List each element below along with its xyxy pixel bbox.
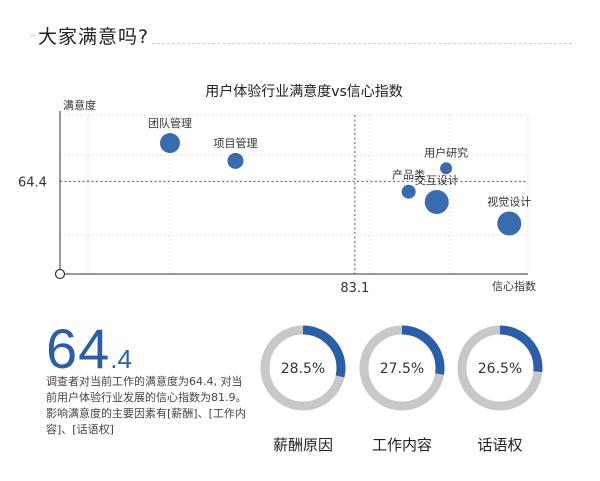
donut-chart-voice: 26.5% — [457, 325, 543, 411]
donut-value: 27.5% — [380, 361, 424, 377]
donut-chart-work-content: 27.5% — [359, 325, 445, 411]
data-point — [159, 133, 180, 154]
data-point-label: 视觉设计 — [487, 194, 531, 208]
donut-arc — [359, 325, 445, 411]
data-point — [440, 162, 453, 175]
donut-label-work-content: 工作内容 — [371, 436, 432, 454]
donut-value: 28.5% — [281, 361, 325, 377]
score-decimal: .4 — [110, 344, 132, 374]
donut-label-salary: 薪酬原因 — [272, 436, 333, 454]
donut-arc — [457, 325, 543, 411]
title-divider-left — [30, 35, 36, 36]
page-title: 大家满意吗? — [38, 26, 150, 48]
score-integer: 64 — [46, 317, 111, 380]
data-point — [497, 211, 522, 236]
title-divider-right — [152, 43, 572, 44]
data-point — [424, 189, 449, 214]
axis-origin — [54, 268, 66, 280]
summary-text: 调查者对当前工作的满意度为64.4, 对当前用户体验行业发展的信心指数为81.9… — [46, 375, 247, 436]
data-point-label: 团队管理 — [148, 116, 192, 130]
donut-arc — [260, 325, 346, 411]
satisfaction-score: 64.4 — [46, 316, 132, 381]
data-point — [401, 184, 416, 199]
data-point-label: 交互设计 — [415, 173, 459, 187]
data-point-label: 产品类 — [392, 168, 425, 182]
data-point-label: 用户研究 — [424, 145, 468, 159]
y-reference-label: 64.4 — [18, 175, 47, 190]
x-axis-label: 信心指数 — [492, 279, 536, 293]
data-point — [227, 152, 244, 169]
donut-label-voice: 话语权 — [477, 436, 523, 454]
x-reference-label: 83.1 — [340, 281, 369, 296]
donut-chart-salary: 28.5% — [260, 325, 346, 411]
data-point-label: 项目管理 — [214, 136, 258, 150]
chart-title: 用户体验行业满意度vs信心指数 — [205, 83, 403, 100]
donut-value: 26.5% — [478, 361, 522, 377]
y-axis-label: 满意度 — [63, 98, 96, 112]
